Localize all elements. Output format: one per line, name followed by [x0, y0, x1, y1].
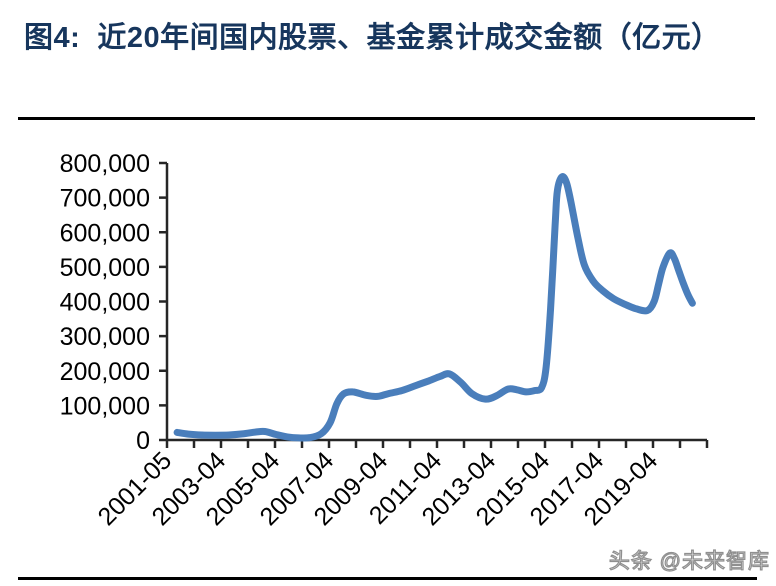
y-tick-label: 500,000 [60, 254, 150, 282]
y-tick-label: 100,000 [60, 392, 150, 420]
watermark: 头条 @未来智库 [608, 549, 770, 573]
y-tick-label: 0 [136, 427, 150, 455]
y-tick-label: 800,000 [60, 150, 150, 178]
y-tick-label: 700,000 [60, 185, 150, 213]
y-tick-label: 400,000 [60, 289, 150, 317]
y-tick-label: 200,000 [60, 358, 150, 386]
top-divider [18, 117, 755, 120]
y-tick-label: 300,000 [60, 323, 150, 351]
y-tick-label: 600,000 [60, 219, 150, 247]
bottom-divider [18, 577, 757, 580]
series-line [173, 173, 696, 442]
figure-title: 图4: 近20年间国内股票、基金累计成交金额（亿元） [24, 22, 721, 54]
